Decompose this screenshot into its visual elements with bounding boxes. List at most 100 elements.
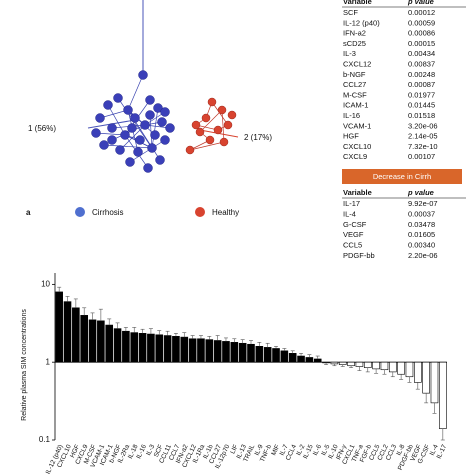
pca-point <box>99 140 109 150</box>
bar <box>430 361 439 404</box>
x-tick-label: SCF <box>153 444 165 459</box>
bar <box>405 361 414 378</box>
bar <box>263 347 272 363</box>
bar <box>363 361 372 368</box>
x-tick-label: IL-6 <box>312 443 323 456</box>
table-cell: 0.01977 <box>408 90 435 99</box>
table-cell: PDGF-bb <box>343 251 375 260</box>
pca-link <box>189 141 225 151</box>
bar <box>172 336 180 363</box>
bar <box>238 342 247 363</box>
table-cell: CXCL12 <box>343 59 371 68</box>
table-header: Variable <box>343 0 372 6</box>
table-cell: M-CSF <box>343 90 367 99</box>
table-header: p value <box>407 0 434 6</box>
table-cell: IL-16 <box>343 111 360 120</box>
legend: a Cirrhosis Healthy <box>26 207 239 217</box>
increase-table: Variable p value SCF 0.00012 IL-12 (p40) 0.00… <box>342 0 466 161</box>
table-cell: 0.00086 <box>408 29 435 38</box>
bar <box>163 335 172 363</box>
bar <box>280 350 289 363</box>
pca-link <box>199 109 223 133</box>
bar <box>422 361 430 394</box>
pca-point <box>205 135 215 145</box>
table-cell: 0.00015 <box>408 39 435 48</box>
table-cell: IL-4 <box>343 209 356 218</box>
bar <box>88 319 97 363</box>
pca-axis-label: 1 (56%) <box>28 124 56 133</box>
decrease-button-label: Decrease in Cirrh <box>373 172 431 181</box>
pca-link <box>127 74 144 111</box>
table-cell: sCD25 <box>343 39 366 48</box>
pca-point <box>217 105 227 115</box>
table-cell: SCF <box>343 8 358 17</box>
pca-point <box>160 135 170 145</box>
bar <box>105 324 114 363</box>
table-cell: G-CSF <box>343 220 367 229</box>
bar <box>322 361 330 364</box>
table-cell: 0.00248 <box>408 70 435 79</box>
pca-point <box>115 145 125 155</box>
pca-point <box>147 143 157 153</box>
table-header: Variable <box>343 188 372 197</box>
table-cell: 0.00012 <box>408 8 435 17</box>
bar <box>372 361 380 370</box>
pca-link <box>99 109 129 119</box>
decrease-button <box>342 169 462 184</box>
bar <box>180 336 189 363</box>
table-cell: 0.01605 <box>408 230 435 239</box>
table-header: p value <box>407 188 434 197</box>
pca-point <box>227 110 237 120</box>
table-cell: ICAM-1 <box>343 101 368 110</box>
bar <box>330 361 339 365</box>
pca-link <box>119 124 146 151</box>
bar <box>197 338 205 363</box>
bar <box>338 361 347 365</box>
pca-link <box>221 109 225 143</box>
bar <box>72 307 80 363</box>
legend-swatch <box>195 207 205 217</box>
pca-point <box>185 145 195 155</box>
bar <box>380 361 389 371</box>
table-cell: 2.14e-05 <box>408 132 438 141</box>
bar <box>130 332 139 363</box>
pca-point <box>123 105 133 115</box>
pca-point <box>120 130 130 140</box>
bar <box>188 338 197 363</box>
y-tick-label: 0.1 <box>39 435 51 444</box>
table-cell: 2.20e-06 <box>408 251 438 260</box>
table-cell: 0.03478 <box>408 220 435 229</box>
bar <box>414 361 422 383</box>
bar <box>205 339 214 363</box>
table-cell: CXCL10 <box>343 142 371 151</box>
bar <box>272 348 280 363</box>
x-tick-label: IL-8 <box>395 443 406 456</box>
x-tick-label: IL-7 <box>279 443 290 456</box>
pca-point <box>113 93 123 103</box>
pca-point <box>160 107 170 117</box>
pca-plot: 1 (56%) 2 (17%) <box>28 0 272 173</box>
pca-point <box>195 127 205 137</box>
table-cell: 0.00107 <box>408 152 435 161</box>
decrease-table: Variable p value IL-17 9.92e-07 IL-4 0.00037 G… <box>342 188 466 260</box>
bar <box>397 361 405 375</box>
x-tick-label: IL-4 <box>429 443 440 456</box>
bar <box>297 355 305 363</box>
table-cell: IL-17 <box>343 199 360 208</box>
x-tick-label: IL-3 <box>145 443 156 456</box>
bar <box>222 341 230 363</box>
table-cell: IL-12 (p40) <box>343 18 380 27</box>
pca-link <box>95 132 126 136</box>
table-cell: VCAM-1 <box>343 121 371 130</box>
bar <box>347 361 355 367</box>
pca-point <box>145 95 155 105</box>
table-cell: b-NGF <box>343 70 366 79</box>
bar <box>213 340 222 363</box>
pca-point <box>140 120 150 130</box>
bar <box>80 315 88 363</box>
pca-point <box>107 123 117 133</box>
bar <box>288 353 297 363</box>
bar <box>122 330 130 363</box>
pca-point <box>135 135 145 145</box>
